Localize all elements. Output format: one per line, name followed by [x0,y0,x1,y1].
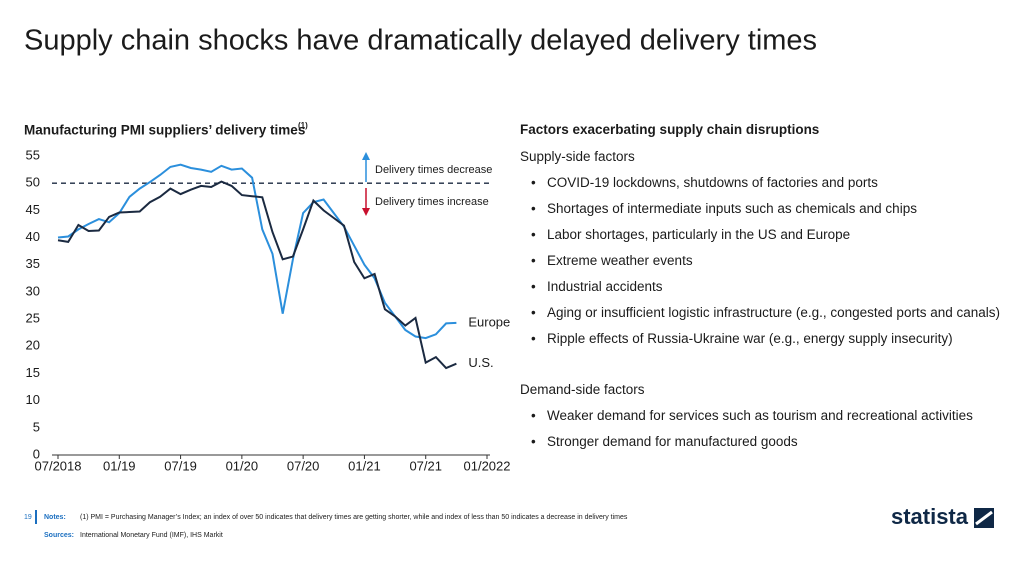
y-tick-label: 50 [26,175,40,190]
chart-title: Manufacturing PMI suppliers’ delivery ti… [24,123,305,138]
x-tick-label: 01/20 [226,458,259,473]
series-line [57,163,457,340]
sources: International Monetary Fund (IMF), IHS M… [80,532,223,539]
x-tick-label: 01/19 [103,458,136,473]
logo: statista [891,504,969,529]
x-tick-label: 07/19 [164,458,197,473]
factors-title: Factors exacerbating supply chain disrup… [520,122,820,137]
y-tick-label: 40 [26,229,40,244]
demand-list: Weaker demand for services such as touri… [520,403,1010,455]
factor-item: COVID-19 lockdowns, shutdowns of factori… [531,170,1010,196]
y-tick-label: 35 [26,256,40,271]
supply-list: COVID-19 lockdowns, shutdowns of factori… [520,170,1010,352]
y-tick-label: 0 [33,446,40,461]
sources-label: Sources: [44,532,74,539]
chart-title-note: (1) [298,121,308,130]
y-tick-label: 10 [26,392,40,407]
series-label: Europe [468,314,510,329]
factor-item: Stronger demand for manufactured goods [531,429,1010,455]
x-tick-label: 07/2018 [35,458,82,473]
y-tick-label: 5 [33,419,40,434]
arrow-up-head [362,152,370,160]
factor-item: Aging or insufficient logistic infrastru… [531,300,1010,326]
x-tick-label: 07/21 [409,458,442,473]
y-tick-label: 25 [26,311,40,326]
factor-item: Weaker demand for services such as touri… [531,403,1010,429]
arrow-down-head [362,208,370,216]
demand-heading: Demand-side factors [520,382,645,397]
y-tick-label: 30 [26,283,40,298]
factor-item: Ripple effects of Russia-Ukraine war (e.… [531,326,1010,352]
factor-item: Industrial accidents [531,274,1010,300]
annotation: Delivery times increase [375,196,489,208]
y-tick-label: 20 [26,338,40,353]
y-tick-label: 45 [26,202,40,217]
notes: (1) PMI = Purchasing Manager’s Index; an… [80,514,628,521]
series-label: U.S. [468,355,493,370]
factor-item: Shortages of intermediate inputs such as… [531,196,1010,222]
factor-item: Extreme weather events [531,248,1010,274]
x-tick-label: 01/2022 [464,458,511,473]
x-tick-label: 01/21 [348,458,381,473]
page-number: 19 [24,514,32,521]
logo-icon-slash [975,510,993,526]
y-tick-label: 55 [26,147,40,162]
supply-heading: Supply-side factors [520,149,635,164]
annotation: Delivery times decrease [375,164,492,176]
slide-title: Supply chain shocks have dramatically de… [24,25,817,57]
x-tick-label: 07/20 [287,458,320,473]
factors-panel: Factors exacerbating supply chain disrup… [520,122,1010,485]
series-line [57,180,457,370]
y-tick-label: 15 [26,365,40,380]
factor-item: Labor shortages, particularly in the US … [531,222,1010,248]
notes-label: Notes: [44,514,66,521]
